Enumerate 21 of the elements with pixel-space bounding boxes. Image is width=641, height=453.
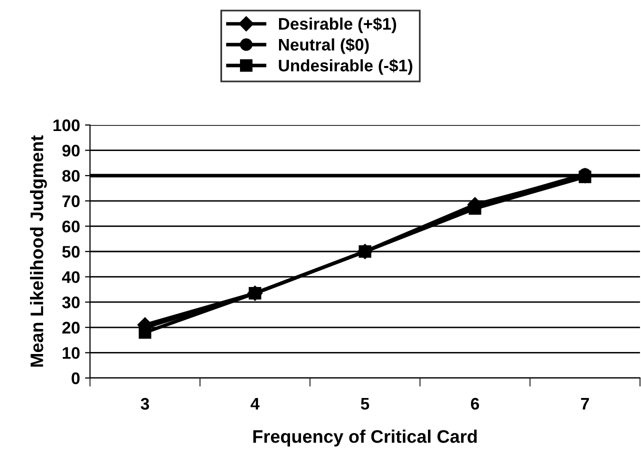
legend-label: Desirable (+$1) [279,17,396,34]
x-tick-label: 7 [581,398,589,410]
y-tick-label: 30 [62,296,80,308]
y-tick-label: 60 [62,220,80,232]
x-tick-label: 6 [470,398,480,410]
y-tick-label: 50 [62,246,80,258]
x-tick-label: 4 [250,398,260,410]
y-tick-label: 10 [62,347,80,359]
y-tick-label: 0 [72,372,80,384]
y-axis-title: Mean Likelihood Judgment [30,135,47,367]
x-tick-label: 3 [140,398,150,410]
legend-label: Neutral ($0) [279,38,369,54]
y-tick-label: 20 [62,322,80,334]
y-tick-label: 70 [62,195,80,208]
legend-label: Undesirable (-$1) [278,58,412,75]
y-tick-label: 100 [54,119,80,132]
y-tick-label: 80 [62,170,80,182]
y-tick-label: 40 [62,271,80,284]
y-tick-label: 90 [62,144,80,157]
x-tick-label: 5 [360,398,370,410]
x-axis-title: Frequency of Critical Card [253,430,477,446]
